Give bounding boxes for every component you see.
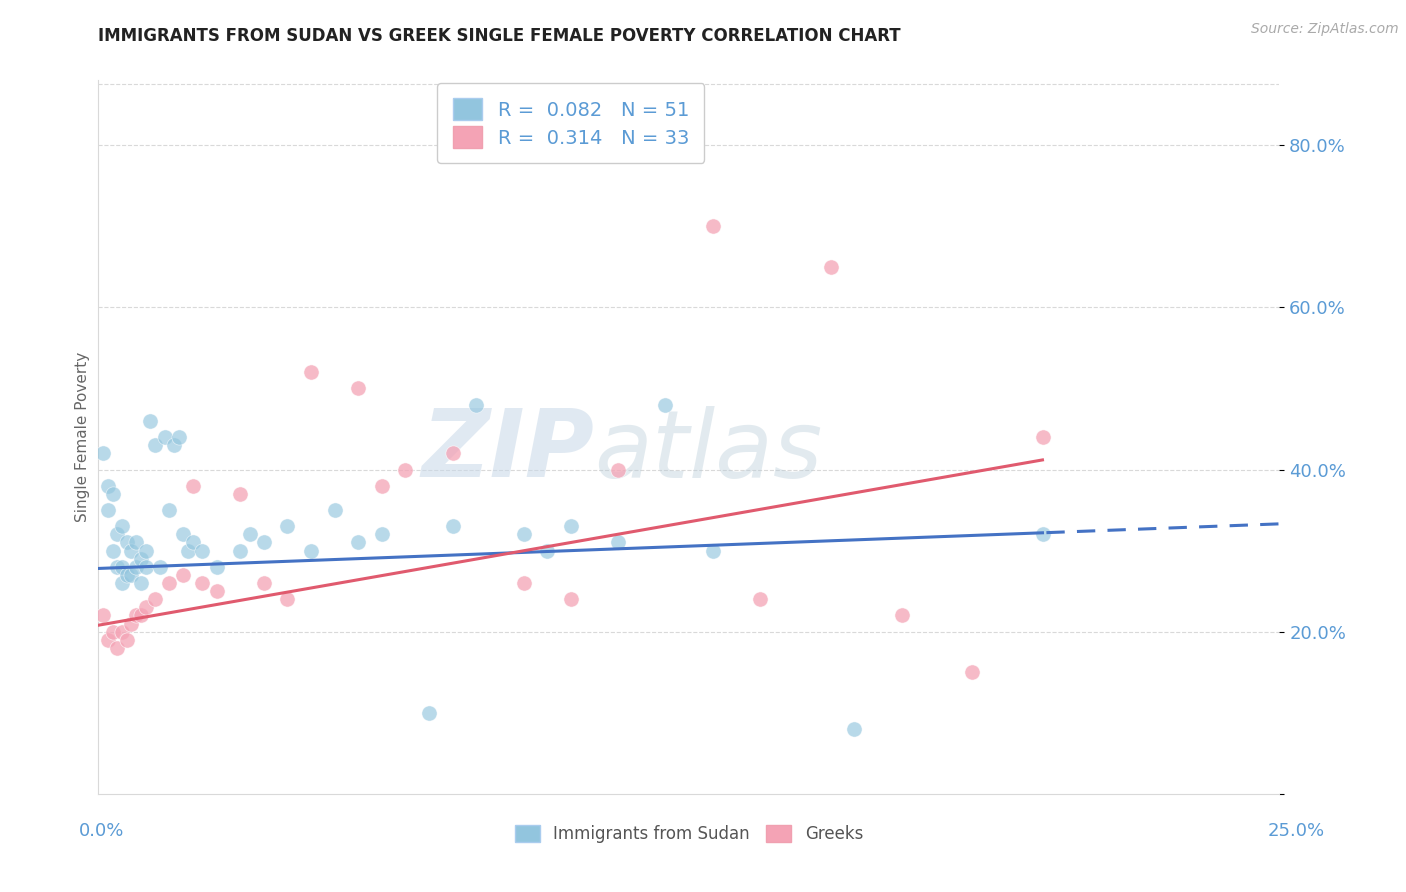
Point: [512, 527, 534, 541]
Point: [229, 487, 252, 501]
Text: 25.0%: 25.0%: [1268, 822, 1324, 840]
Point: [229, 543, 252, 558]
Point: [191, 576, 214, 591]
Point: [323, 503, 346, 517]
Point: [205, 559, 228, 574]
Point: [253, 535, 276, 549]
Text: Source: ZipAtlas.com: Source: ZipAtlas.com: [1251, 22, 1399, 37]
Point: [101, 487, 124, 501]
Point: [276, 519, 298, 533]
Point: [181, 535, 204, 549]
Point: [125, 608, 148, 623]
Point: [299, 365, 322, 379]
Point: [394, 462, 416, 476]
Point: [157, 576, 180, 591]
Point: [125, 559, 148, 574]
Text: IMMIGRANTS FROM SUDAN VS GREEK SINGLE FEMALE POVERTY CORRELATION CHART: IMMIGRANTS FROM SUDAN VS GREEK SINGLE FE…: [98, 27, 901, 45]
Point: [371, 527, 394, 541]
Point: [205, 584, 228, 599]
Point: [181, 479, 204, 493]
Point: [115, 632, 138, 647]
Point: [347, 381, 370, 395]
Point: [139, 414, 162, 428]
Point: [121, 568, 143, 582]
Point: [1032, 527, 1054, 541]
Point: [115, 535, 138, 549]
Point: [702, 219, 724, 234]
Point: [91, 608, 114, 623]
Text: ZIP: ZIP: [422, 405, 595, 498]
Point: [111, 519, 134, 533]
Point: [135, 559, 157, 574]
Point: [1032, 430, 1054, 444]
Point: [512, 576, 534, 591]
Text: 0.0%: 0.0%: [79, 822, 124, 840]
Point: [97, 503, 120, 517]
Point: [111, 576, 134, 591]
Point: [129, 551, 152, 566]
Point: [167, 430, 190, 444]
Point: [465, 398, 488, 412]
Point: [121, 616, 143, 631]
Point: [129, 608, 152, 623]
Point: [97, 632, 120, 647]
Point: [560, 519, 582, 533]
Point: [105, 640, 128, 655]
Y-axis label: Single Female Poverty: Single Female Poverty: [75, 352, 90, 522]
Point: [125, 535, 148, 549]
Point: [111, 559, 134, 574]
Point: [91, 446, 114, 460]
Point: [441, 446, 464, 460]
Point: [121, 543, 143, 558]
Point: [299, 543, 322, 558]
Point: [890, 608, 912, 623]
Point: [97, 479, 120, 493]
Point: [418, 706, 440, 720]
Point: [560, 592, 582, 607]
Point: [820, 260, 842, 274]
Point: [115, 568, 138, 582]
Point: [702, 543, 724, 558]
Point: [177, 543, 200, 558]
Point: [105, 527, 128, 541]
Point: [157, 503, 180, 517]
Point: [441, 519, 464, 533]
Point: [153, 430, 176, 444]
Point: [654, 398, 676, 412]
Point: [105, 559, 128, 574]
Point: [607, 535, 630, 549]
Text: atlas: atlas: [595, 406, 823, 497]
Point: [163, 438, 186, 452]
Point: [239, 527, 262, 541]
Point: [143, 438, 166, 452]
Point: [276, 592, 298, 607]
Point: [191, 543, 214, 558]
Point: [172, 568, 194, 582]
Point: [101, 543, 124, 558]
Point: [143, 592, 166, 607]
Point: [748, 592, 770, 607]
Point: [371, 479, 394, 493]
Point: [172, 527, 194, 541]
Point: [962, 665, 984, 680]
Point: [101, 624, 124, 639]
Point: [253, 576, 276, 591]
Point: [135, 600, 157, 615]
Point: [347, 535, 370, 549]
Point: [149, 559, 172, 574]
Point: [844, 722, 866, 736]
Point: [111, 624, 134, 639]
Point: [129, 576, 152, 591]
Legend: Immigrants from Sudan, Greeks: Immigrants from Sudan, Greeks: [508, 818, 870, 850]
Point: [607, 462, 630, 476]
Point: [536, 543, 558, 558]
Point: [135, 543, 157, 558]
